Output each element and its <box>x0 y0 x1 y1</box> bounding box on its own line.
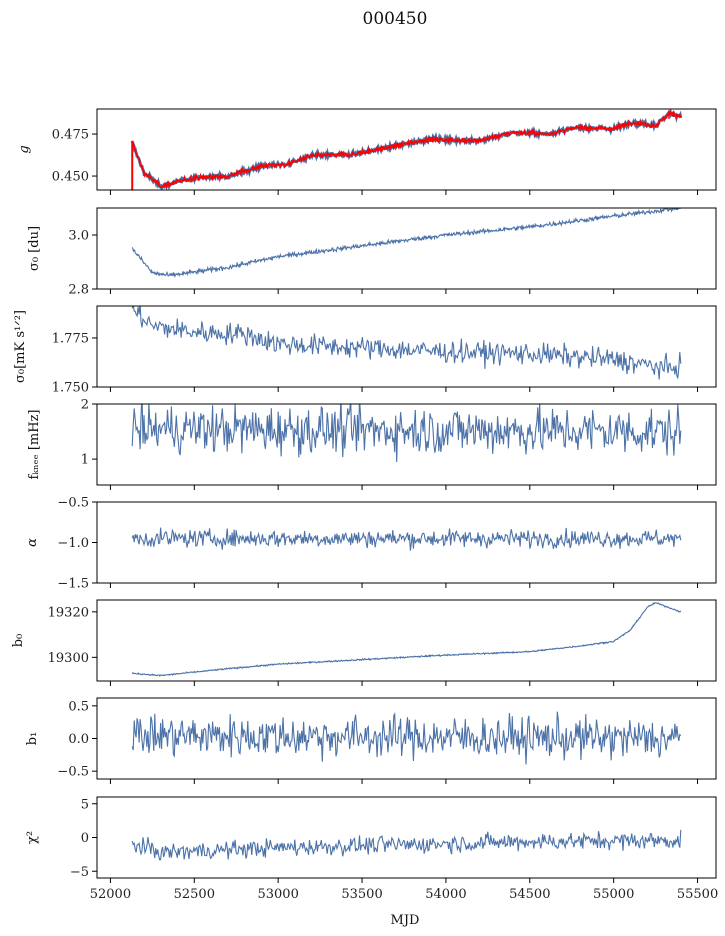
panel-0: 0.450 0.475 g <box>17 108 717 195</box>
y-tick-label: 0.475 <box>52 128 89 143</box>
x-tick-label: 54000 <box>425 887 466 902</box>
figure-title: 000450 <box>363 9 428 29</box>
x-tick-label: 55500 <box>677 887 718 902</box>
axes-frame <box>96 305 717 388</box>
y-tick-label: 19320 <box>48 605 89 620</box>
y-axis-label: α <box>25 538 40 547</box>
y-axis-label: fₖₙₑₑ [mHz] <box>27 409 42 479</box>
y-tick-label: 2.8 <box>68 283 89 298</box>
series-line <box>131 602 682 677</box>
y-tick-label: 0 <box>81 831 89 846</box>
y-axis-label: σ₀ [du] <box>27 226 42 271</box>
axes-frame <box>96 796 717 879</box>
y-tick-label: −5 <box>70 865 89 880</box>
y-tick-label: 0.5 <box>68 699 89 714</box>
x-axis-label: MJD <box>391 913 420 928</box>
y-tick-label: 19300 <box>48 651 89 666</box>
y-tick-label: −1.5 <box>57 577 89 592</box>
y-tick-label: 0.0 <box>68 732 89 747</box>
panel-5: 19300 19320 b₀ <box>11 599 717 686</box>
panel-1: 2.8 3.0 σ₀ [du] <box>27 207 717 298</box>
series-line <box>131 306 682 380</box>
x-tick-label: 52000 <box>90 887 131 902</box>
x-tick-label: 53500 <box>341 887 382 902</box>
series-line <box>131 527 682 551</box>
y-tick-label: −1.0 <box>57 536 89 551</box>
x-tick-label: 55000 <box>593 887 634 902</box>
axes-frame <box>96 403 717 486</box>
panel-4: −1.5 −1.0 −0.5 α <box>25 496 717 592</box>
y-axis-label: σ₀[mK s¹ᐟ²] <box>13 310 28 383</box>
series-line <box>131 208 681 278</box>
panel-2: 1.750 1.775 σ₀[mK s¹ᐟ²] <box>13 305 717 396</box>
x-tick-label: 53000 <box>257 887 298 902</box>
y-tick-label: 0.450 <box>52 170 89 185</box>
y-tick-label: −0.5 <box>57 765 89 780</box>
y-tick-label: 1.775 <box>52 331 89 346</box>
series-line <box>131 404 682 463</box>
y-axis-label: g <box>17 145 32 153</box>
panel-7: 52000 52500 53000 53500 54000 54500 55000 55500… <box>25 796 718 902</box>
series-line <box>131 829 682 861</box>
y-axis-label: χ² <box>25 831 40 844</box>
overlay-series-line <box>131 109 682 190</box>
y-tick-label: 1 <box>81 453 89 468</box>
y-tick-label: −0.5 <box>57 496 89 511</box>
y-axis-label: b₁ <box>25 732 40 746</box>
panel-3: 1 2 fₖₙₑₑ [mHz] <box>27 398 717 490</box>
y-tick-label: 1.750 <box>52 381 89 396</box>
axes-frame <box>96 501 717 584</box>
axes-frame <box>96 108 717 191</box>
axes-frame <box>96 599 717 682</box>
y-tick-label: 2 <box>81 398 89 413</box>
series-line <box>131 711 682 765</box>
axes-frame <box>96 207 717 290</box>
y-tick-label: 3.0 <box>68 229 89 244</box>
x-tick-label: 54500 <box>509 887 550 902</box>
y-tick-label: 5 <box>81 797 89 812</box>
y-axis-label: b₀ <box>11 634 26 648</box>
x-tick-label: 52500 <box>174 887 215 902</box>
panel-6: −0.5 0.0 0.5 b₁ <box>25 697 717 784</box>
